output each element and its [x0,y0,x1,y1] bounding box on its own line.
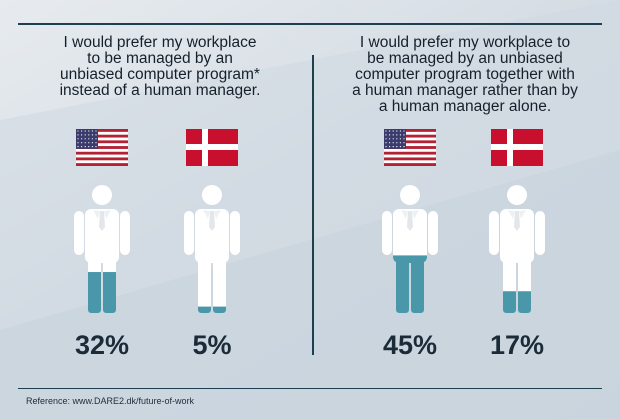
value-label-right-us: 45% [382,330,438,360]
fill-level [74,272,130,313]
value-label-left-us: 32% [74,330,130,360]
collar-left [508,210,515,219]
collar-right [214,210,221,219]
bottom-rule [18,388,602,389]
left-panel-heading: I would prefer my workplace to be manage… [59,34,261,99]
reference-text: Reference: www.DARE2.dk/future-of-work [26,396,195,406]
fill-level [489,291,545,313]
collar-left [93,210,100,219]
person-figure [489,185,545,313]
dk-flag-icon [491,129,543,166]
value-label-right-dk: 17% [489,330,545,360]
right-panel-heading: I would prefer my workplace to be manage… [352,34,578,115]
tie-detail [99,211,105,231]
person-bar-right-us [382,185,438,313]
collar-left [401,210,408,219]
value-label-left-dk: 5% [192,330,232,360]
us-flag-icon [384,129,436,166]
panel-divider [312,55,314,355]
tie-detail [514,211,520,231]
person-figure [74,185,130,313]
collar-right [104,210,111,219]
collar-right [412,210,419,219]
dk-flag-icon [186,129,238,166]
person-bar-left-us [74,185,130,313]
person-figure [382,185,438,313]
tie-detail [209,211,215,231]
person-figure [184,185,240,313]
fill-level [184,306,240,313]
us-flag-icon [76,129,128,166]
top-rule [18,23,602,25]
person-bar-right-dk [489,185,545,313]
fill-level [382,255,438,313]
tie-detail [407,211,413,231]
collar-left [203,210,210,219]
collar-right [519,210,526,219]
person-bar-left-dk [184,185,240,313]
